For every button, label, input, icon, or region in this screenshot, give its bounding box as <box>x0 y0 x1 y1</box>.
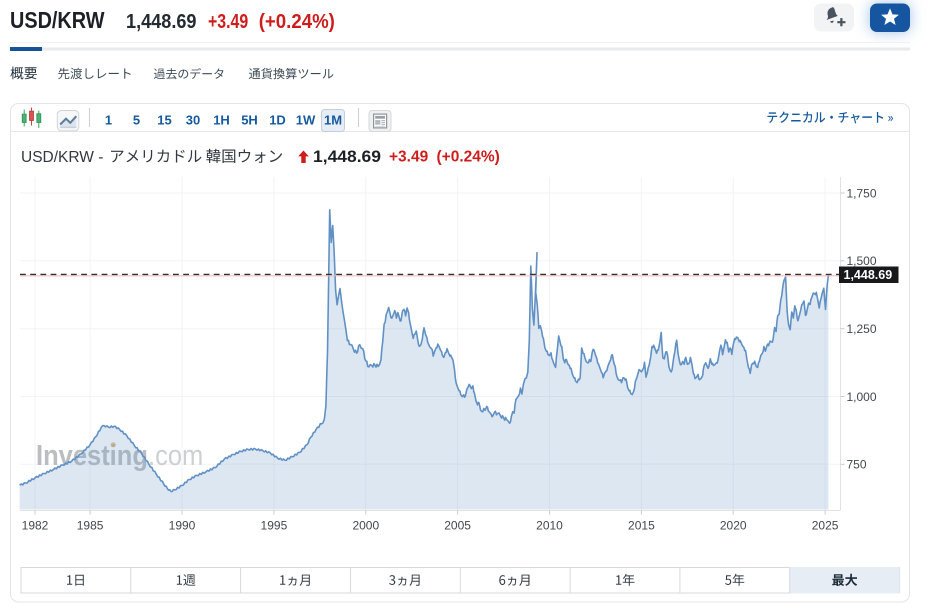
svg-text:1,500: 1,500 <box>847 254 877 268</box>
svg-text:+3.49: +3.49 <box>389 149 429 166</box>
svg-text:5: 5 <box>133 113 140 128</box>
svg-text:1,750: 1,750 <box>847 186 877 200</box>
svg-text:1982: 1982 <box>22 519 49 533</box>
svg-text:1M: 1M <box>324 113 342 128</box>
svg-text:15: 15 <box>157 113 171 128</box>
svg-text:1H: 1H <box>213 113 230 128</box>
svg-text:1,000: 1,000 <box>847 390 877 404</box>
svg-text:USD/KRW -: USD/KRW - <box>21 149 103 166</box>
svg-text:1,448.69: 1,448.69 <box>126 11 197 33</box>
svg-text:2025: 2025 <box>812 519 839 533</box>
svg-text:+3.49: +3.49 <box>208 11 248 33</box>
svg-text:1995: 1995 <box>261 519 288 533</box>
svg-text:(+0.24%): (+0.24%) <box>437 149 500 166</box>
svg-text:.com: .com <box>148 438 203 471</box>
svg-text:2000: 2000 <box>352 519 379 533</box>
svg-text:1W: 1W <box>296 113 316 128</box>
svg-text:1990: 1990 <box>169 519 196 533</box>
svg-text:1D: 1D <box>269 113 286 128</box>
svg-text:2020: 2020 <box>720 519 747 533</box>
svg-text:750: 750 <box>847 458 867 472</box>
svg-text:30: 30 <box>186 113 200 128</box>
svg-text:1,250: 1,250 <box>847 322 877 336</box>
svg-text:2015: 2015 <box>628 519 655 533</box>
svg-text:Investing: Investing <box>36 438 148 471</box>
svg-text:5H: 5H <box>241 113 258 128</box>
svg-text:2005: 2005 <box>444 519 471 533</box>
svg-text:1985: 1985 <box>77 519 104 533</box>
svg-text:1,448.69: 1,448.69 <box>313 147 381 166</box>
svg-text:2010: 2010 <box>536 519 563 533</box>
svg-text:USD/KRW: USD/KRW <box>10 7 105 33</box>
svg-text:(+0.24%): (+0.24%) <box>259 11 335 33</box>
svg-text:1: 1 <box>105 113 112 128</box>
svg-text:1,448.69: 1,448.69 <box>844 268 893 282</box>
